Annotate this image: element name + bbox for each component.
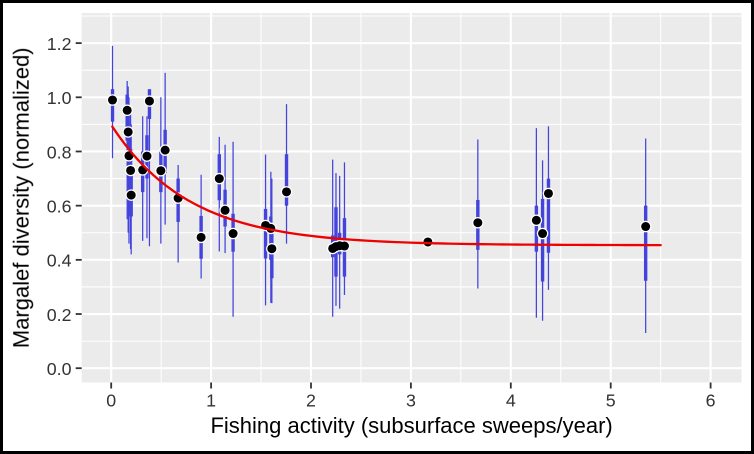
svg-text:3: 3 — [406, 390, 416, 410]
svg-text:6: 6 — [706, 390, 716, 410]
svg-text:5: 5 — [606, 390, 616, 410]
svg-text:0.8: 0.8 — [47, 142, 72, 162]
svg-text:2: 2 — [306, 390, 316, 410]
svg-text:0.0: 0.0 — [47, 359, 72, 379]
svg-text:1.0: 1.0 — [47, 88, 72, 108]
svg-text:0.2: 0.2 — [47, 305, 72, 325]
svg-text:Margalef diversity (normalized: Margalef diversity (normalized) — [9, 47, 34, 348]
svg-text:1.2: 1.2 — [47, 34, 72, 54]
svg-text:0.4: 0.4 — [47, 251, 72, 271]
svg-text:Fishing activity (subsurface s: Fishing activity (subsurface sweeps/year… — [210, 413, 612, 438]
svg-text:4: 4 — [506, 390, 516, 410]
svg-text:1: 1 — [206, 390, 216, 410]
svg-text:0: 0 — [106, 390, 116, 410]
svg-text:0.6: 0.6 — [47, 197, 72, 217]
